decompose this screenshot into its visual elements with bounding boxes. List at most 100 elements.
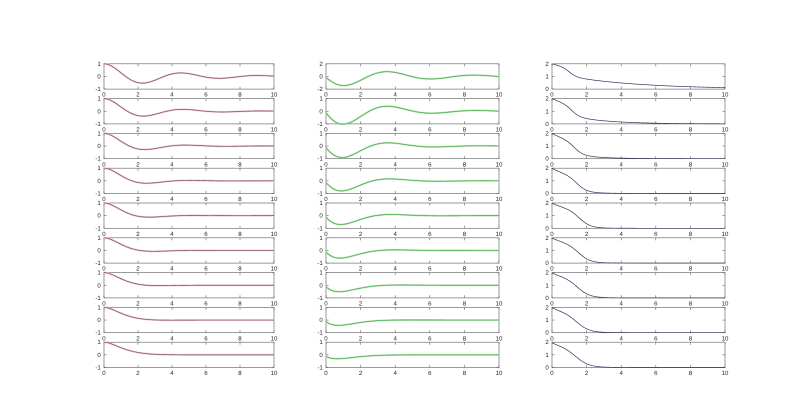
svg-text:4: 4 (620, 196, 624, 203)
svg-text:-1: -1 (95, 156, 101, 163)
svg-text:1: 1 (319, 165, 323, 172)
svg-text:4: 4 (620, 161, 624, 168)
svg-text:8: 8 (463, 266, 467, 273)
svg-text:0: 0 (97, 247, 101, 254)
svg-text:10: 10 (496, 127, 503, 134)
svg-text:-1: -1 (95, 121, 101, 128)
svg-text:-1: -1 (95, 260, 101, 267)
svg-text:8: 8 (463, 196, 467, 203)
svg-text:4: 4 (394, 127, 398, 134)
svg-text:-1: -1 (95, 330, 101, 337)
svg-text:0: 0 (319, 143, 323, 150)
svg-text:10: 10 (496, 266, 503, 273)
svg-text:-1: -1 (95, 365, 101, 372)
svg-text:10: 10 (722, 370, 729, 377)
svg-text:10: 10 (722, 231, 729, 238)
svg-text:0: 0 (97, 213, 101, 220)
svg-text:8: 8 (689, 196, 693, 203)
svg-text:10: 10 (496, 301, 503, 308)
svg-text:2: 2 (545, 304, 549, 311)
svg-text:10: 10 (722, 196, 729, 203)
svg-text:0: 0 (545, 86, 549, 93)
svg-text:0: 0 (545, 260, 549, 267)
svg-text:-1: -1 (317, 191, 323, 198)
svg-text:-1: -1 (95, 295, 101, 302)
svg-text:2: 2 (545, 61, 549, 68)
svg-text:8: 8 (689, 335, 693, 342)
svg-text:1: 1 (545, 247, 549, 254)
svg-text:1: 1 (319, 200, 323, 207)
svg-text:-1: -1 (317, 225, 323, 232)
svg-text:-1: -1 (317, 156, 323, 163)
svg-text:4: 4 (394, 370, 398, 377)
svg-text:8: 8 (689, 127, 693, 134)
svg-text:1: 1 (97, 130, 101, 137)
svg-text:10: 10 (271, 301, 278, 308)
svg-text:0: 0 (319, 317, 323, 324)
svg-text:-1: -1 (317, 330, 323, 337)
svg-text:0: 0 (545, 225, 549, 232)
svg-text:0: 0 (97, 108, 101, 115)
svg-text:-1: -1 (317, 365, 323, 372)
svg-text:4: 4 (620, 301, 624, 308)
svg-text:10: 10 (271, 196, 278, 203)
svg-text:10: 10 (271, 92, 278, 99)
svg-text:1: 1 (545, 282, 549, 289)
svg-text:2: 2 (545, 235, 549, 242)
svg-text:8: 8 (463, 127, 467, 134)
svg-text:1: 1 (545, 108, 549, 115)
svg-text:10: 10 (271, 161, 278, 168)
svg-text:0: 0 (97, 143, 101, 150)
svg-text:1: 1 (545, 143, 549, 150)
svg-text:10: 10 (496, 335, 503, 342)
svg-text:8: 8 (463, 231, 467, 238)
svg-text:4: 4 (394, 161, 398, 168)
svg-text:-1: -1 (95, 86, 101, 93)
svg-text:1: 1 (97, 200, 101, 207)
svg-text:8: 8 (689, 266, 693, 273)
svg-text:1: 1 (97, 96, 101, 103)
svg-text:10: 10 (496, 231, 503, 238)
svg-text:8: 8 (689, 370, 693, 377)
svg-text:4: 4 (620, 266, 624, 273)
svg-text:0: 0 (319, 282, 323, 289)
svg-text:1: 1 (545, 352, 549, 359)
svg-text:10: 10 (722, 92, 729, 99)
svg-text:-1: -1 (95, 225, 101, 232)
svg-text:8: 8 (689, 301, 693, 308)
svg-text:4: 4 (394, 301, 398, 308)
svg-text:1: 1 (545, 317, 549, 324)
svg-text:1: 1 (97, 165, 101, 172)
svg-text:1: 1 (319, 270, 323, 277)
svg-text:-1: -1 (317, 121, 323, 128)
svg-text:0: 0 (97, 317, 101, 324)
svg-text:0: 0 (545, 330, 549, 337)
svg-text:2: 2 (319, 61, 323, 68)
svg-text:0: 0 (97, 282, 101, 289)
svg-text:10: 10 (271, 335, 278, 342)
svg-text:10: 10 (271, 266, 278, 273)
svg-text:10: 10 (271, 370, 278, 377)
svg-text:8: 8 (463, 301, 467, 308)
svg-text:0: 0 (545, 191, 549, 198)
svg-text:0: 0 (319, 247, 323, 254)
svg-text:8: 8 (689, 92, 693, 99)
svg-text:0: 0 (319, 108, 323, 115)
svg-text:10: 10 (722, 301, 729, 308)
svg-text:0: 0 (319, 178, 323, 185)
svg-text:4: 4 (394, 335, 398, 342)
svg-text:1: 1 (319, 235, 323, 242)
svg-text:4: 4 (620, 127, 624, 134)
svg-text:-2: -2 (317, 86, 323, 93)
svg-text:1: 1 (97, 61, 101, 68)
svg-text:10: 10 (496, 196, 503, 203)
svg-text:4: 4 (394, 231, 398, 238)
svg-text:1: 1 (97, 235, 101, 242)
svg-text:1: 1 (97, 270, 101, 277)
svg-text:0: 0 (319, 73, 323, 80)
svg-text:0: 0 (97, 178, 101, 185)
svg-text:4: 4 (620, 335, 624, 342)
svg-text:0: 0 (97, 352, 101, 359)
svg-text:1: 1 (97, 339, 101, 346)
svg-text:10: 10 (271, 231, 278, 238)
